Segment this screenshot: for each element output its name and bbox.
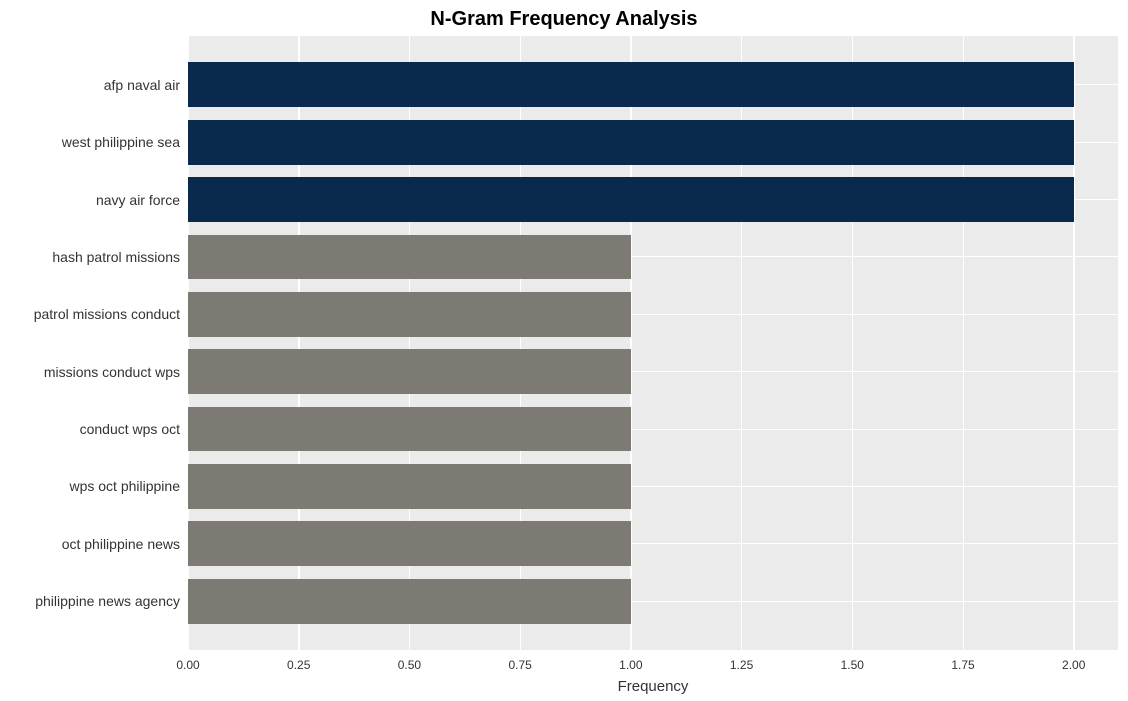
x-axis-label: Frequency: [188, 678, 1118, 695]
x-tick-label: 0.75: [508, 650, 531, 672]
x-tick-label: 2.00: [1062, 650, 1085, 672]
y-tick-label: missions conduct wps: [44, 364, 188, 380]
bar: [188, 407, 631, 452]
bar: [188, 62, 1074, 107]
x-tick-label: 1.00: [619, 650, 642, 672]
y-tick-label: wps oct philippine: [69, 478, 188, 494]
y-tick-label: philippine news agency: [35, 593, 188, 609]
chart-container: N-Gram Frequency Analysis 0.000.250.500.…: [0, 0, 1128, 701]
bar: [188, 292, 631, 337]
bar: [188, 521, 631, 566]
chart-title: N-Gram Frequency Analysis: [0, 8, 1128, 31]
y-tick-label: conduct wps oct: [80, 421, 188, 437]
bar: [188, 235, 631, 280]
bar: [188, 120, 1074, 165]
x-tick-label: 1.75: [951, 650, 974, 672]
plot-area: 0.000.250.500.751.001.251.501.752.00afp …: [188, 36, 1118, 650]
y-tick-label: patrol missions conduct: [34, 306, 188, 322]
y-tick-label: west philippine sea: [62, 134, 188, 150]
x-tick-label: 0.00: [176, 650, 199, 672]
x-tick-label: 0.50: [398, 650, 421, 672]
y-tick-label: afp naval air: [104, 77, 188, 93]
y-tick-label: navy air force: [96, 192, 188, 208]
bar: [188, 579, 631, 624]
bar: [188, 349, 631, 394]
y-tick-label: oct philippine news: [62, 536, 188, 552]
x-tick-label: 1.50: [841, 650, 864, 672]
x-tick-label: 0.25: [287, 650, 310, 672]
bar: [188, 177, 1074, 222]
x-tick-label: 1.25: [730, 650, 753, 672]
y-tick-label: hash patrol missions: [52, 249, 188, 265]
bar: [188, 464, 631, 509]
